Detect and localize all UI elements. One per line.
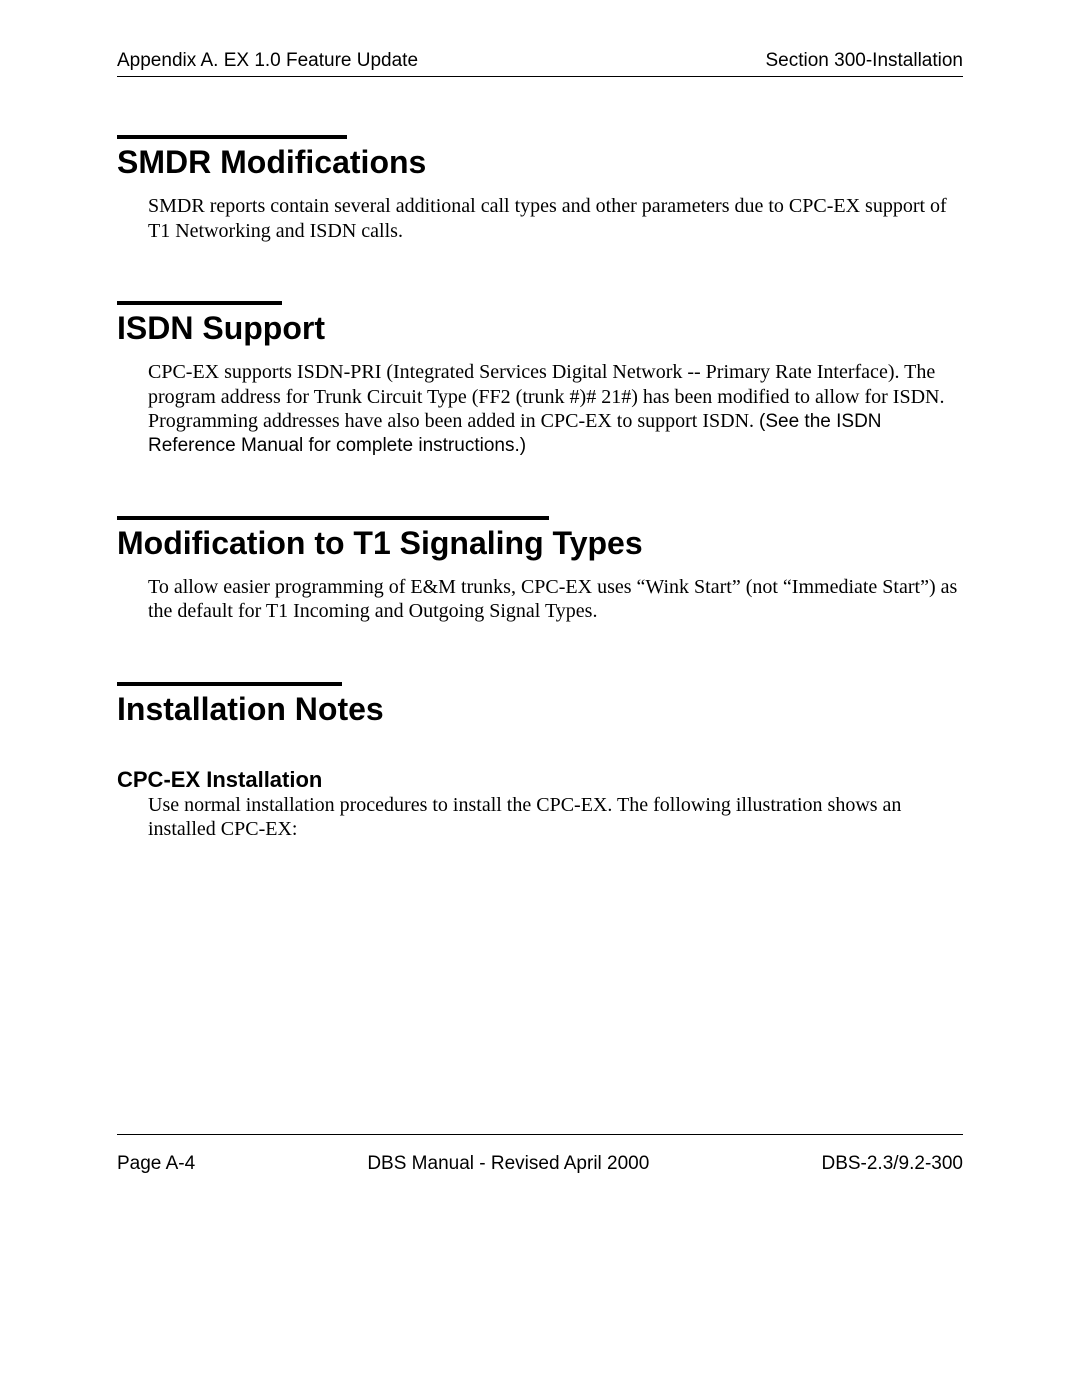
cpcex-body: Use normal installation procedures to in…	[148, 793, 963, 842]
smdr-body: SMDR reports contain several additional …	[148, 194, 963, 243]
isdn-body: CPC-EX supports ISDN-PRI (Integrated Ser…	[148, 360, 963, 458]
running-footer: Page A-4 DBS Manual - Revised April 2000…	[117, 1134, 963, 1175]
footer-right: DBS-2.3/9.2-300	[821, 1153, 963, 1175]
subheading-cpcex: CPC-EX Installation	[117, 767, 963, 793]
section-isdn: ISDN Support CPC-EX supports ISDN-PRI (I…	[117, 301, 963, 458]
header-left: Appendix A. EX 1.0 Feature Update	[117, 50, 418, 72]
footer-rule	[117, 1134, 963, 1135]
section-rule	[117, 516, 549, 520]
footer-left: Page A-4	[117, 1153, 195, 1175]
footer-center: DBS Manual - Revised April 2000	[367, 1153, 649, 1175]
section-rule	[117, 682, 342, 686]
running-header: Appendix A. EX 1.0 Feature Update Sectio…	[117, 50, 963, 77]
section-rule	[117, 135, 347, 139]
page-content: Appendix A. EX 1.0 Feature Update Sectio…	[117, 50, 963, 842]
section-smdr: SMDR Modifications SMDR reports contain …	[117, 135, 963, 243]
section-install: Installation Notes CPC-EX Installation U…	[117, 682, 963, 842]
section-t1: Modification to T1 Signaling Types To al…	[117, 516, 963, 624]
footer-row: Page A-4 DBS Manual - Revised April 2000…	[117, 1153, 963, 1175]
section-rule	[117, 301, 282, 305]
t1-body: To allow easier programming of E&M trunk…	[148, 575, 963, 624]
section-title-isdn: ISDN Support	[117, 311, 963, 346]
section-title-smdr: SMDR Modifications	[117, 145, 963, 180]
section-title-install: Installation Notes	[117, 692, 963, 727]
section-title-t1: Modification to T1 Signaling Types	[117, 526, 963, 561]
header-right: Section 300-Installation	[765, 50, 963, 72]
